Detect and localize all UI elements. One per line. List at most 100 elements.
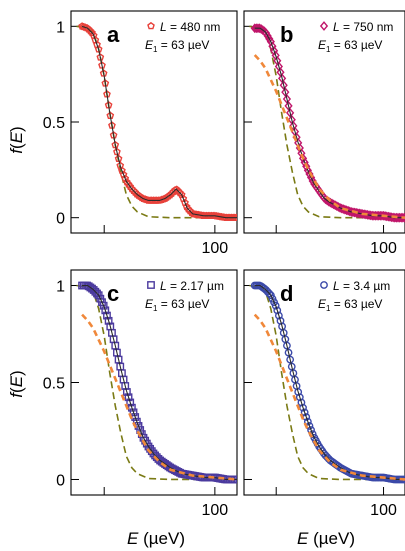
legend-energy: E1 = 63 µeV (145, 38, 209, 54)
data-point (252, 23, 261, 34)
legend-length-value: = 3.4 µm (340, 279, 391, 293)
data-point (319, 21, 329, 31)
y-tick-label: 0.5 (43, 115, 65, 132)
x-axis-title-right-part: V (338, 529, 350, 548)
data-point (124, 393, 133, 402)
series-line-fit (82, 284, 237, 481)
data-point (122, 388, 131, 396)
series-line-fit (254, 284, 405, 481)
legend-length-symbol: L (333, 20, 340, 34)
data-point (277, 73, 287, 84)
y-axis-title-bottom-part: E (7, 375, 26, 387)
data-point (300, 408, 309, 417)
legend-length-symbol: L (160, 20, 167, 34)
plot-area (249, 23, 405, 223)
x-axis-title-left: E (µeV) (127, 529, 185, 548)
x-tick-label: 100 (370, 502, 397, 519)
data-point (121, 174, 130, 182)
legend-length: L = 750 nm (333, 20, 393, 34)
series-line-equilibrium (249, 25, 405, 219)
data-point (298, 153, 308, 164)
x-axis-title-left-part: E (127, 529, 139, 548)
data-point (308, 176, 317, 186)
panel-d: 100 d L = 3.4 µm E1 = 63 µeV (243, 269, 405, 519)
legend-length: L = 3.4 µm (333, 279, 390, 293)
data-point (273, 306, 282, 315)
data-point (103, 311, 111, 320)
data-point (295, 393, 304, 402)
data-point (111, 140, 120, 149)
plot-area (249, 281, 405, 484)
legend-energy-value: = 63 µeV (330, 38, 382, 52)
series-markers (78, 22, 237, 221)
legend-energy-subscript: 1 (326, 45, 331, 54)
y-axis-title-bottom: f(E) (7, 370, 26, 397)
panel-letter: a (107, 22, 120, 47)
series-line-fit (81, 25, 237, 219)
panel-letter: b (280, 22, 293, 47)
y-tick-label: 1 (56, 19, 65, 36)
data-point (126, 398, 135, 407)
x-axis-title-right-part: µ (319, 529, 329, 548)
data-point (286, 355, 295, 364)
legend-energy-value: = 63 µeV (157, 38, 209, 52)
data-point (302, 161, 311, 172)
data-point (129, 408, 138, 417)
series-line-model (253, 54, 405, 219)
legend-energy-value: = 63 µeV (330, 297, 382, 311)
data-point (123, 178, 131, 186)
series-line-model (253, 313, 405, 481)
data-point (127, 403, 136, 412)
legend-length-value: = 2.17 µm (167, 279, 224, 293)
data-point (282, 94, 292, 104)
x-axis-title-right-part: e (329, 529, 338, 548)
series-line-equilibrium (76, 284, 237, 481)
legend-length-symbol: L (160, 279, 167, 293)
y-tick-label: 0 (56, 211, 65, 228)
legend-energy-symbol: E (318, 297, 327, 311)
y-axis-title-top: f(E) (7, 126, 26, 153)
data-point (266, 36, 275, 47)
data-point (132, 417, 141, 426)
legend-energy: E1 = 63 µeV (318, 297, 382, 313)
data-point (303, 417, 312, 426)
legend-length: L = 480 nm (160, 20, 220, 34)
x-axis-title-right: E (µeV) (297, 529, 355, 548)
series-line-equilibrium (249, 284, 405, 481)
data-point (281, 87, 290, 98)
x-axis-title-left-part: ( (143, 529, 149, 548)
data-point (268, 41, 277, 52)
y-axis-title-top-part: ( (7, 143, 26, 149)
legend-length-value: = 480 nm (167, 20, 221, 34)
data-point (279, 80, 288, 91)
plot-area (76, 22, 237, 221)
x-axis-title-right-part: ( (313, 529, 319, 548)
data-point (113, 147, 121, 156)
legend-energy-symbol: E (145, 38, 154, 52)
data-point (269, 45, 279, 56)
data-point (274, 311, 283, 320)
x-axis-title-left-part: µ (149, 529, 159, 548)
y-axis-title-bottom-part: ) (7, 370, 26, 376)
y-axis-title-bottom-part: ( (7, 387, 26, 393)
data-point (294, 388, 303, 396)
y-axis-title-bottom-part: f (7, 391, 26, 398)
data-point (147, 21, 155, 30)
x-tick-label: 100 (370, 240, 397, 257)
legend-energy: E1 = 63 µeV (318, 38, 382, 54)
y-axis-title-top-part: f (7, 147, 26, 154)
panel-letter: d (280, 281, 293, 306)
legend-energy-symbol: E (145, 297, 154, 311)
panel-b: 100 b L = 750 nm E1 = 63 µeV (243, 10, 405, 257)
y-axis-title-top-part: E (7, 131, 26, 143)
plot-area (76, 281, 237, 484)
legend-energy-subscript: 1 (153, 45, 158, 54)
x-axis-title-right-part: E (297, 529, 309, 548)
legend-energy-value: = 63 µeV (157, 297, 209, 311)
legend-energy-subscript: 1 (153, 304, 158, 313)
data-point (232, 213, 237, 221)
legend-energy-subscript: 1 (326, 304, 331, 313)
series-markers (78, 281, 237, 484)
